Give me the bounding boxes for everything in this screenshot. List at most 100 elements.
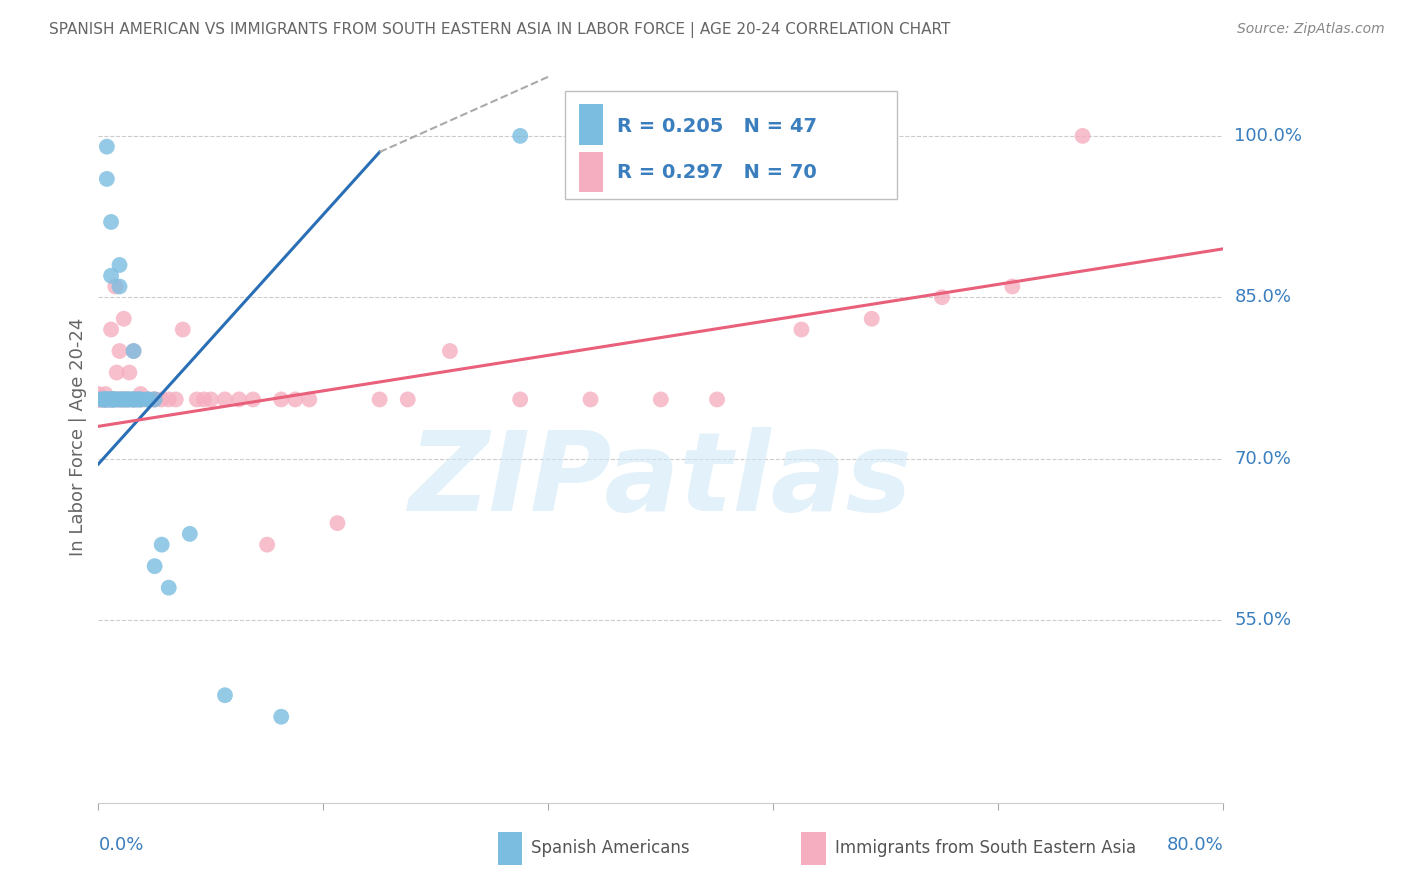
Point <box>141 392 163 407</box>
Point <box>107 392 129 407</box>
Point <box>89 392 111 407</box>
Point <box>104 392 127 407</box>
Point <box>125 392 148 407</box>
Bar <box>801 832 827 865</box>
Point <box>93 392 115 407</box>
Point <box>118 392 141 407</box>
Point <box>120 392 142 407</box>
Point <box>143 392 166 407</box>
Text: R = 0.297   N = 70: R = 0.297 N = 70 <box>617 163 817 182</box>
Point <box>87 392 110 407</box>
Point <box>242 392 264 407</box>
Point <box>101 392 124 407</box>
Point <box>165 392 187 407</box>
Point <box>284 392 307 407</box>
Text: 0.0%: 0.0% <box>98 836 143 854</box>
Point <box>129 392 152 407</box>
Point <box>509 392 531 407</box>
Point <box>96 392 118 407</box>
Point <box>100 215 122 229</box>
Point <box>256 538 278 552</box>
Point <box>143 559 166 574</box>
Point <box>96 172 118 186</box>
Point <box>122 392 145 407</box>
Point <box>150 392 173 407</box>
Point <box>931 290 953 304</box>
Point <box>127 392 149 407</box>
Point <box>94 392 117 407</box>
Point <box>96 139 118 153</box>
Point <box>326 516 349 530</box>
Point <box>103 392 125 407</box>
Point <box>143 392 166 407</box>
Point <box>579 392 602 407</box>
Point <box>93 392 115 407</box>
Point <box>118 392 141 407</box>
Point <box>129 387 152 401</box>
Point <box>127 392 149 407</box>
Point <box>706 392 728 407</box>
Point <box>97 392 120 407</box>
Point <box>122 392 145 407</box>
Point <box>114 392 136 407</box>
Point <box>509 128 531 143</box>
Point <box>228 392 250 407</box>
Point <box>94 387 117 401</box>
Point <box>98 392 121 407</box>
Point <box>122 344 145 359</box>
Text: Spanish Americans: Spanish Americans <box>531 839 690 857</box>
Point <box>91 392 114 407</box>
Point <box>115 392 138 407</box>
Point <box>103 392 125 407</box>
Point <box>101 392 124 407</box>
Point <box>90 392 112 407</box>
Text: 80.0%: 80.0% <box>1167 836 1223 854</box>
Point <box>270 710 292 724</box>
Point <box>108 258 131 272</box>
Point <box>179 527 201 541</box>
Point <box>110 392 132 407</box>
Point <box>439 344 461 359</box>
Point <box>157 392 180 407</box>
Point <box>101 392 124 407</box>
Point <box>94 392 117 407</box>
Point <box>396 392 419 407</box>
Point <box>136 392 159 407</box>
Point <box>136 392 159 407</box>
Text: 55.0%: 55.0% <box>1234 611 1292 629</box>
Point <box>143 392 166 407</box>
Point <box>368 392 391 407</box>
FancyBboxPatch shape <box>565 91 897 200</box>
Point <box>112 311 135 326</box>
Point <box>108 392 131 407</box>
Text: SPANISH AMERICAN VS IMMIGRANTS FROM SOUTH EASTERN ASIA IN LABOR FORCE | AGE 20-2: SPANISH AMERICAN VS IMMIGRANTS FROM SOUT… <box>49 22 950 38</box>
Point <box>97 392 120 407</box>
Text: Source: ZipAtlas.com: Source: ZipAtlas.com <box>1237 22 1385 37</box>
Point <box>118 366 141 380</box>
Point <box>298 392 321 407</box>
Bar <box>579 152 603 192</box>
Point <box>860 311 883 326</box>
Point <box>87 392 110 407</box>
Bar <box>579 104 603 145</box>
Point <box>122 344 145 359</box>
Point <box>107 392 129 407</box>
Point <box>112 392 135 407</box>
Point <box>790 322 813 336</box>
Point <box>136 392 159 407</box>
Point <box>150 538 173 552</box>
Point <box>91 392 114 407</box>
Point <box>100 268 122 283</box>
Point <box>214 688 236 702</box>
Point <box>98 392 121 407</box>
Y-axis label: In Labor Force | Age 20-24: In Labor Force | Age 20-24 <box>69 318 87 557</box>
Point <box>132 392 155 407</box>
Text: 85.0%: 85.0% <box>1234 288 1291 306</box>
Point <box>186 392 208 407</box>
Point <box>1001 279 1024 293</box>
Point <box>115 392 138 407</box>
Point <box>129 392 152 407</box>
Point <box>89 392 111 407</box>
Bar <box>498 832 523 865</box>
Point <box>94 392 117 407</box>
